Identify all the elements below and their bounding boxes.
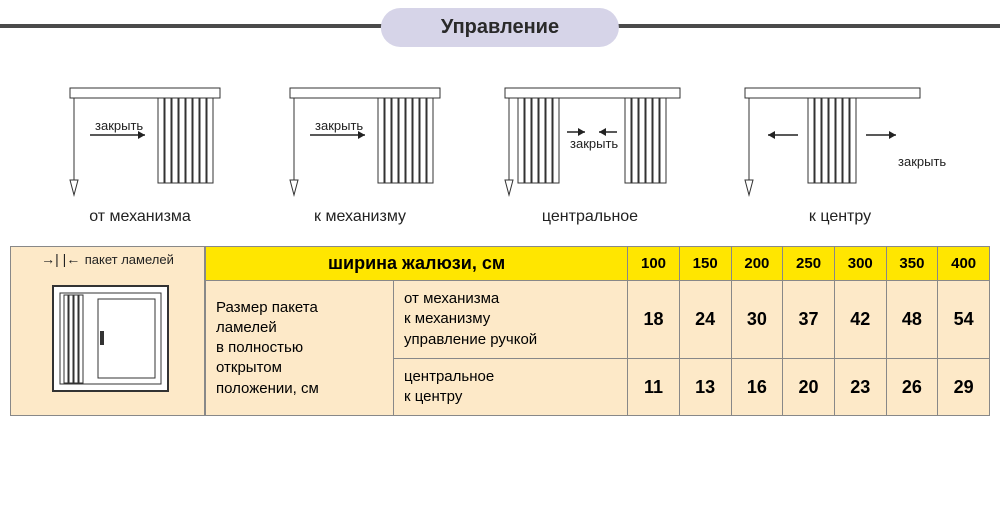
table-col-1: 150 (679, 247, 731, 281)
bottom-row: →| |← пакет ламелей (0, 246, 1000, 426)
window-illustration-cell: →| |← пакет ламелей (10, 246, 205, 416)
diagram-caption-1: от механизма (89, 208, 191, 226)
table-rowlabel-sub-0: от механизмак механизмууправление ручкой (394, 281, 628, 359)
table-val-0-4: 42 (834, 281, 886, 359)
close-label-4: закрыть (898, 154, 946, 169)
close-label-3: закрыть (570, 136, 618, 151)
table-val-1-0: 11 (628, 358, 680, 416)
table-rowlabel-sub-1: центральноек центру (394, 358, 628, 416)
table-val-0-3: 37 (783, 281, 835, 359)
table-col-3: 250 (783, 247, 835, 281)
table-val-0-0: 18 (628, 281, 680, 359)
table-val-0-2: 30 (731, 281, 783, 359)
diagram-to-center: закрыть к центру (730, 80, 950, 226)
table-val-0-5: 48 (886, 281, 938, 359)
close-label-2: закрыть (315, 118, 363, 133)
table-col-6: 400 (938, 247, 990, 281)
window-annotation: →| |← пакет ламелей (11, 251, 204, 269)
diagram-svg-2: закрыть (270, 80, 450, 200)
table-col-0: 100 (628, 247, 680, 281)
diagram-caption-2: к механизму (314, 208, 406, 226)
window-annot-label: пакет ламелей (85, 252, 174, 267)
table-header-width: ширина жалюзи, см (206, 247, 628, 281)
table-col-5: 350 (886, 247, 938, 281)
diagram-svg-4: закрыть (730, 80, 950, 200)
table-col-2: 200 (731, 247, 783, 281)
table-val-1-2: 16 (731, 358, 783, 416)
diagram-from-mechanism: закрыть от механизма (50, 80, 230, 226)
diagram-svg-1: закрыть (50, 80, 230, 200)
window-annot-arrow: →| |← (41, 251, 80, 267)
diagram-svg-3: закрыть (490, 80, 690, 200)
table-val-1-5: 26 (886, 358, 938, 416)
diagram-caption-3: центральное (542, 208, 638, 226)
table-val-1-6: 29 (938, 358, 990, 416)
table-col-4: 300 (834, 247, 886, 281)
page-title-pill: Управление (381, 8, 619, 47)
table-val-1-3: 20 (783, 358, 835, 416)
diagram-central: закрыть центральное (490, 80, 690, 226)
diagram-to-mechanism: закрыть к механизму (270, 80, 450, 226)
size-table: ширина жалюзи, см 100 150 200 250 300 35… (205, 246, 990, 416)
table-rowlabel-main: Размер пакеталамелейв полностьюоткрытомп… (206, 281, 394, 416)
table-val-0-6: 54 (938, 281, 990, 359)
diagram-caption-4: к центру (809, 208, 871, 226)
diagrams-row: закрыть от механизма закрыть к механизму (0, 80, 1000, 246)
table-val-0-1: 24 (679, 281, 731, 359)
window-svg (38, 281, 178, 401)
page-title: Управление (441, 16, 559, 38)
header-bar: Управление (0, 0, 1000, 50)
table-val-1-4: 23 (834, 358, 886, 416)
close-label-1: закрыть (95, 118, 143, 133)
table-val-1-1: 13 (679, 358, 731, 416)
